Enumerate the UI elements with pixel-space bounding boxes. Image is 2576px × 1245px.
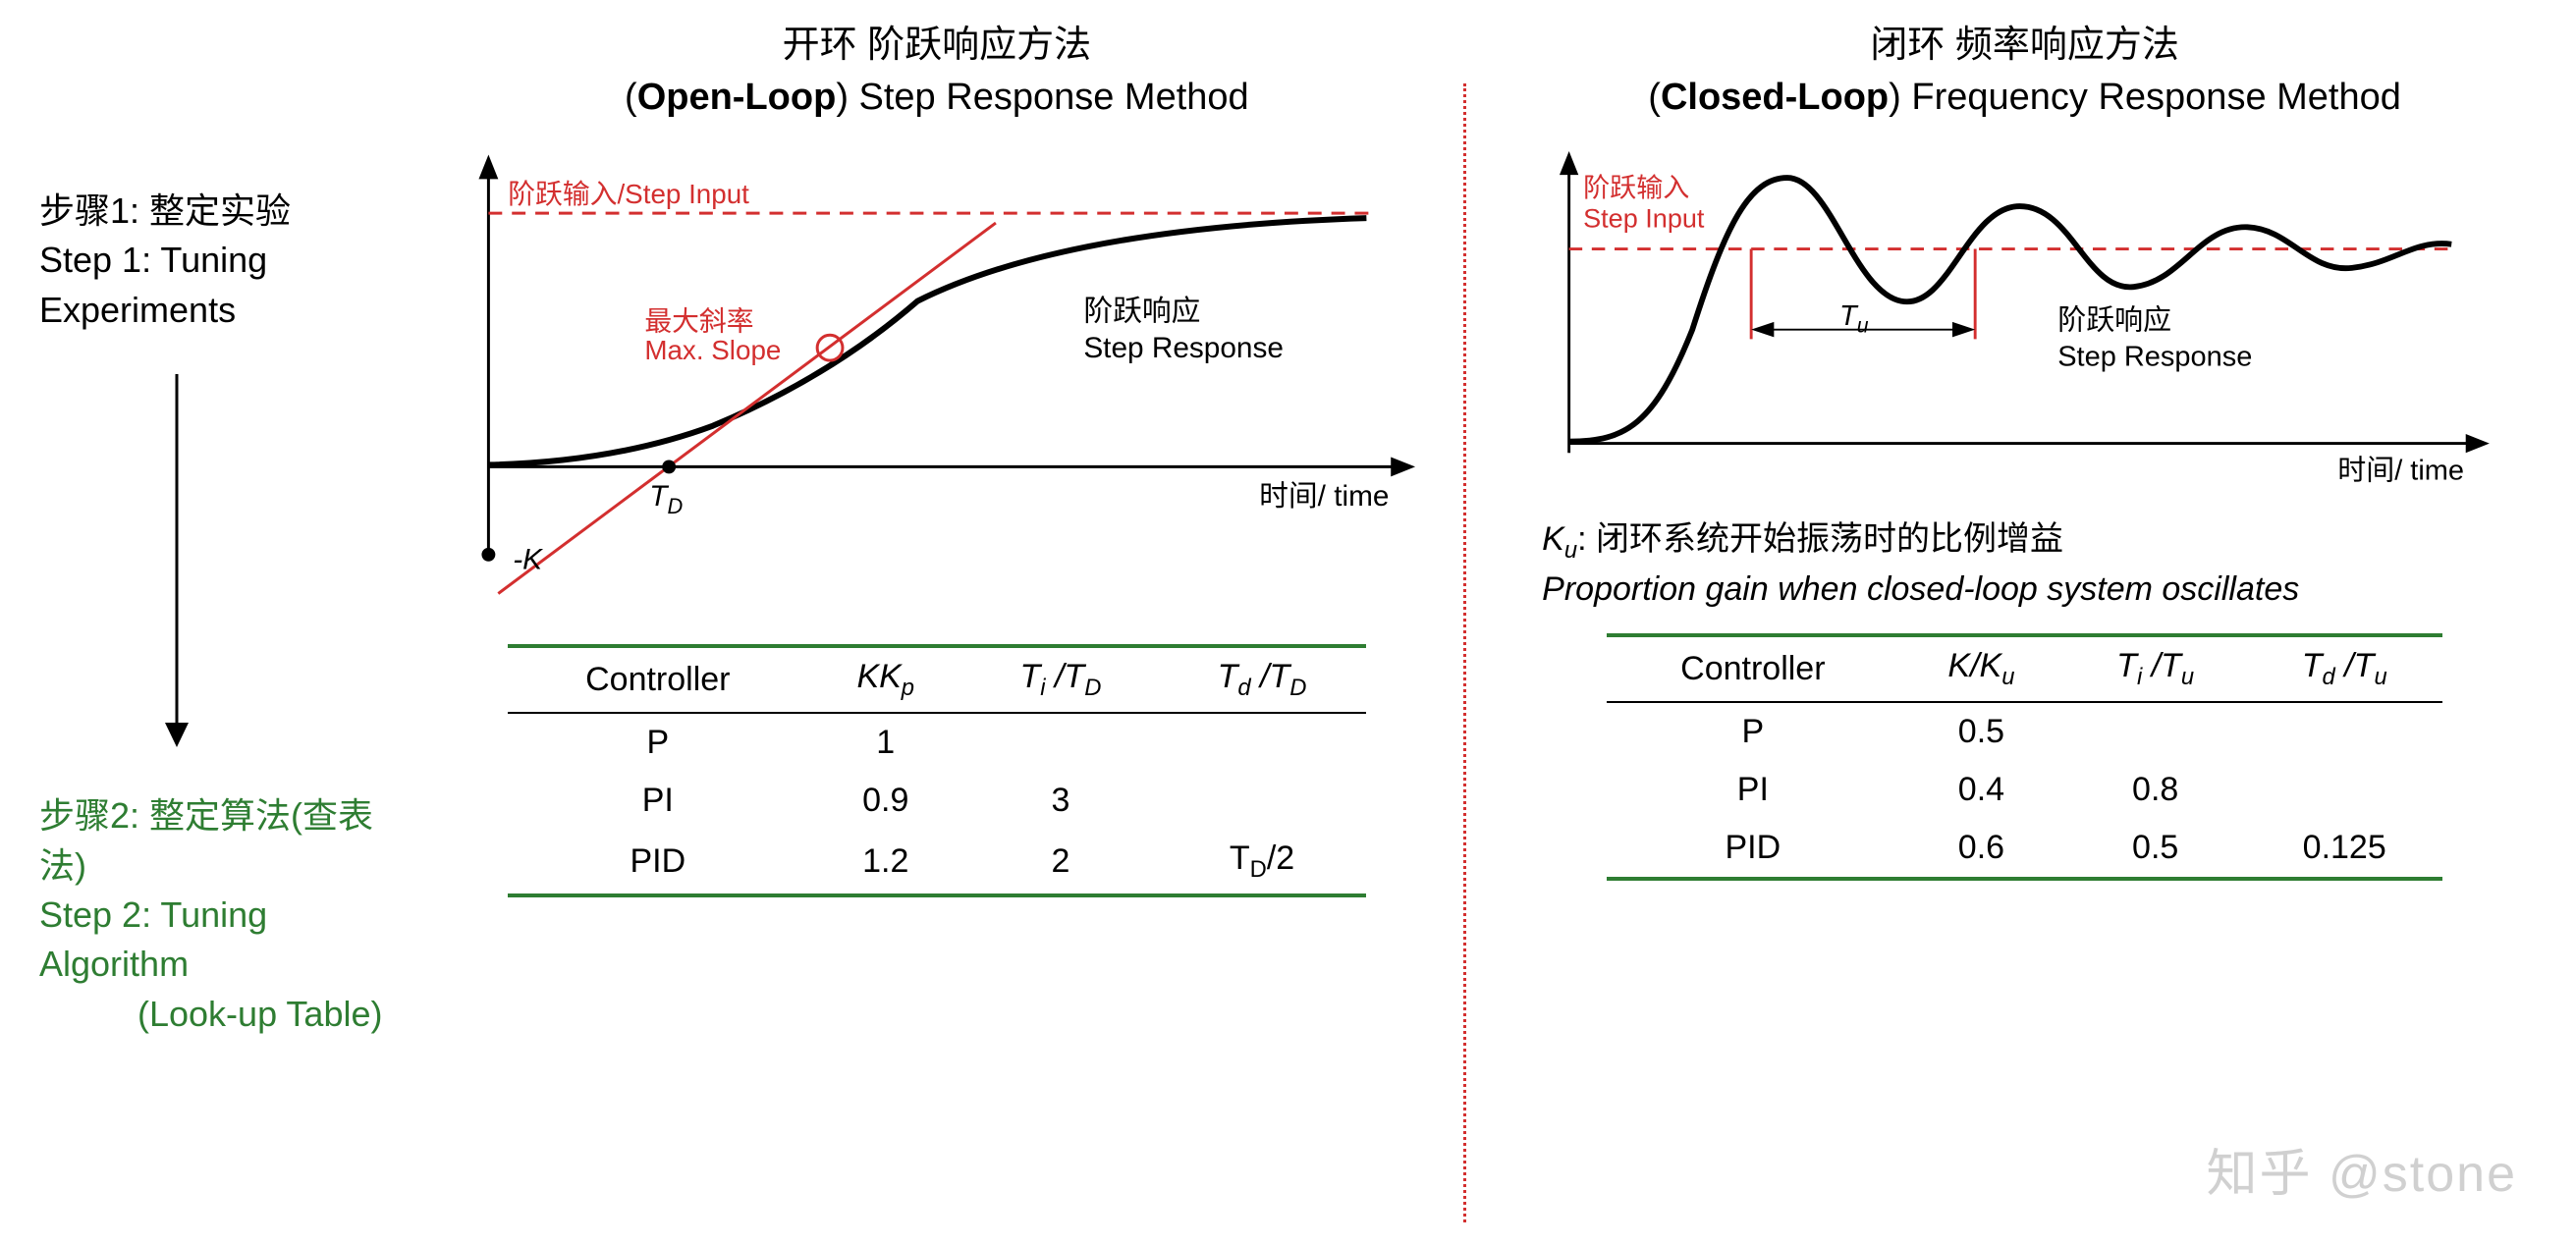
time-label: 时间/ time — [1259, 481, 1389, 514]
table-row: PID 0.6 0.5 0.125 — [1607, 819, 2441, 877]
openloop-title-cn: 开环 阶跃响应方法 — [401, 20, 1474, 72]
col-controller: Controller — [1607, 637, 1898, 701]
vertical-divider — [1463, 83, 1466, 1222]
table-row: P 1 — [508, 714, 1366, 772]
col-tdtd: Td /TD — [1158, 648, 1366, 712]
cl-time-label: 时间/ time — [2337, 456, 2464, 487]
closedloop-title-en: (Closed-Loop) Frequency Response Method — [1503, 72, 2547, 124]
step2-label: 步骤2: 整定算法(查表法) Step 2: Tuning Algorithm … — [39, 791, 401, 1039]
closedloop-table: Controller K/Ku Ti /Tu Td /Tu P 0.5 PI 0… — [1607, 633, 2441, 881]
steps-column: 步骤1: 整定实验 Step 1: Tuning Experiments 步骤2… — [29, 20, 401, 1225]
openloop-title: 开环 阶跃响应方法 (Open-Loop) Step Response Meth… — [401, 20, 1474, 124]
table-header-row: Controller KKp Ti /TD Td /TD — [508, 648, 1366, 712]
step2-cn: 步骤2: 整定算法(查表法) — [39, 791, 401, 891]
max-slope-en: Max. Slope — [644, 336, 781, 366]
col-kku: K/Ku — [1898, 637, 2063, 701]
step-input-en: Step Input — [1583, 204, 1705, 234]
closedloop-title: 闭环 频率响应方法 (Closed-Loop) Frequency Respon… — [1503, 20, 2547, 124]
col-kkp: KKp — [808, 648, 963, 712]
flow-arrow-icon — [157, 374, 401, 752]
table-header-row: Controller K/Ku Ti /Tu Td /Tu — [1607, 637, 2441, 701]
step2-en: Step 2: Tuning Algorithm — [39, 891, 401, 990]
table-row: PI 0.9 3 — [508, 772, 1366, 830]
td-label: TD — [649, 481, 683, 519]
table-row: P 0.5 — [1607, 703, 2441, 761]
openloop-graph: 阶跃输入/Step Input 最大斜率 Max. Slope TD -K 阶跃… — [401, 134, 1474, 624]
step1-label: 步骤1: 整定实验 Step 1: Tuning Experiments — [39, 187, 401, 335]
step-input-label: 阶跃输入/Step Input — [508, 180, 749, 210]
minus-k-label: -K — [513, 544, 543, 576]
step-input-cn: 阶跃输入 — [1583, 174, 1689, 203]
max-slope-cn: 最大斜率 — [644, 306, 753, 337]
watermark: 知乎 @stone — [2207, 1132, 2517, 1206]
step1-en: Step 1: Tuning Experiments — [39, 236, 401, 335]
ku-note: Ku: 闭环系统开始振荡时的比例增益 Proportion gain when … — [1542, 516, 2547, 614]
step-resp-cn: 阶跃响应 — [1083, 296, 1200, 328]
cl-step-resp-cn: 阶跃响应 — [2057, 305, 2171, 337]
cl-step-resp-en: Step Response — [2057, 342, 2252, 373]
col-tdtu: Td /Tu — [2247, 637, 2442, 701]
closedloop-title-cn: 闭环 频率响应方法 — [1503, 20, 2547, 72]
closedloop-panel: 闭环 频率响应方法 (Closed-Loop) Frequency Respon… — [1473, 20, 2547, 1225]
closedloop-graph: 阶跃输入 Step Input Tu 阶跃响应 Step Response 时间… — [1503, 134, 2547, 507]
ku-note-en: Proportion gain when closed-loop system … — [1542, 567, 2547, 614]
step-resp-en: Step Response — [1083, 333, 1284, 365]
col-titu: Ti /Tu — [2064, 637, 2247, 701]
ku-note-cn: Ku: 闭环系统开始振荡时的比例增益 — [1542, 516, 2547, 567]
step2-en2: (Look-up Table) — [39, 990, 401, 1039]
openloop-panel: 开环 阶跃响应方法 (Open-Loop) Step Response Meth… — [401, 20, 1474, 1225]
col-controller: Controller — [508, 648, 808, 712]
step1-cn: 步骤1: 整定实验 — [39, 187, 401, 236]
openloop-table: Controller KKp Ti /TD Td /TD P 1 PI 0.9 … — [508, 644, 1366, 897]
col-titd: Ti /TD — [963, 648, 1158, 712]
table-row: PI 0.4 0.8 — [1607, 761, 2441, 819]
tu-label: Tu — [1839, 300, 1869, 338]
openloop-title-en: (Open-Loop) Step Response Method — [401, 72, 1474, 124]
table-row: PID 1.2 2 TD/2 — [508, 830, 1366, 893]
